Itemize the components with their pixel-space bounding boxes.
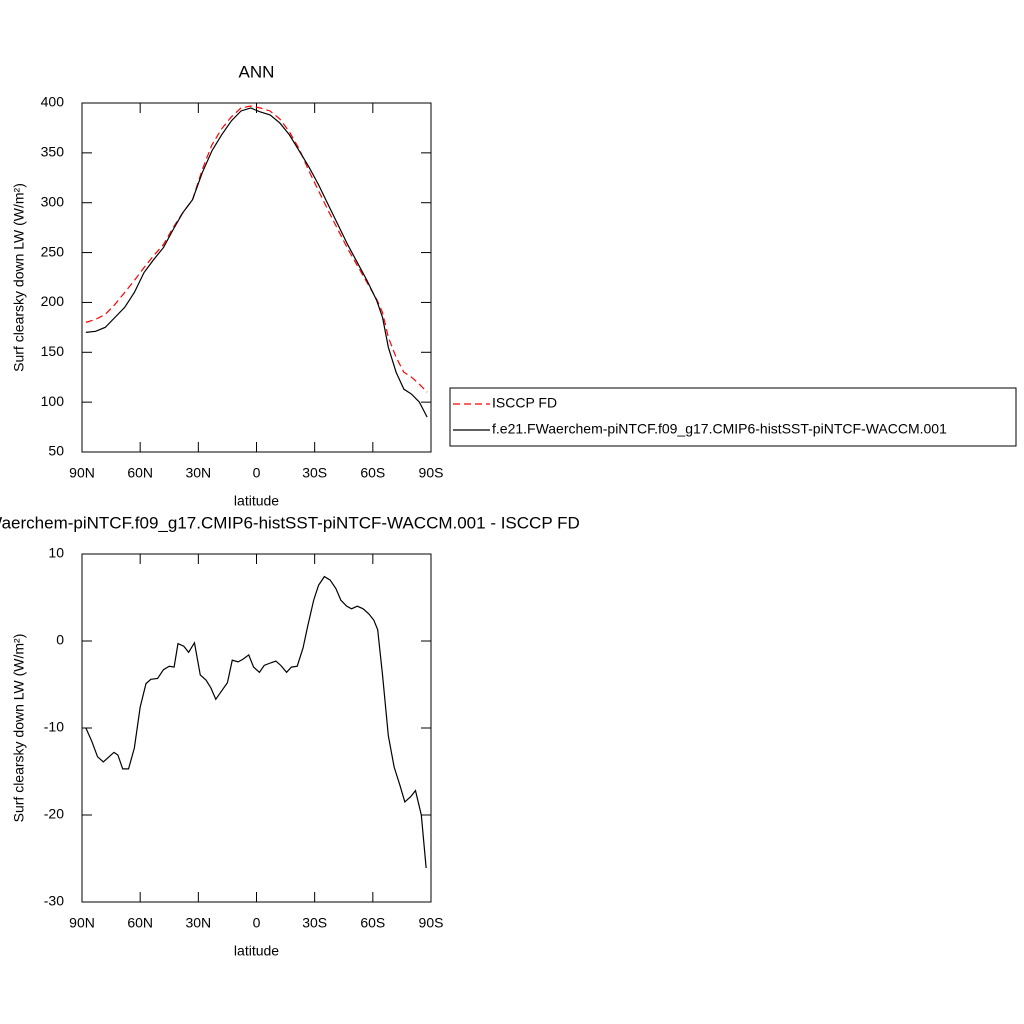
y-tick-label: -10 [44,719,64,735]
x-tick-label: 60N [127,915,153,931]
x-tick-label: 90N [69,915,95,931]
x-tick-label: 90S [419,915,444,931]
y-tick-label: 350 [41,144,65,160]
x-tick-label: 60N [127,465,153,481]
x-tick-label: 60S [360,465,385,481]
legend-label: ISCCP FD [492,395,557,411]
x-tick-label: 30S [302,915,327,931]
x-tick-label: 90S [419,465,444,481]
y-tick-label: 150 [41,343,65,359]
data-line [85,105,428,393]
y-tick-label: -30 [44,893,64,909]
legend-box [449,387,1017,447]
x-tick-label: 60S [360,915,385,931]
x-tick-label: 0 [253,465,261,481]
y-tick-label: 0 [56,632,64,648]
x-tick-label: 90N [69,465,95,481]
x-axis-label: latitude [234,943,279,959]
x-tick-label: 30S [302,465,327,481]
legend-label: f.e21.FWaerchem-piNTCF.f09_g17.CMIP6-his… [492,421,947,437]
y-tick-label: -20 [44,806,64,822]
x-tick-label: 30N [185,915,211,931]
y-tick-label: 50 [48,443,64,459]
y-tick-label: 10 [48,545,64,561]
y-tick-label: 100 [41,393,65,409]
y-tick-label: 200 [41,293,65,309]
y-tick-label: 400 [41,94,65,110]
x-tick-label: 0 [253,915,261,931]
chart-title: ANN [239,62,275,81]
data-line [85,575,427,869]
chart-title: f.e21.FWaerchem-piNTCF.f09_g17.CMIP6-his… [0,513,580,532]
x-axis-label: latitude [234,493,279,509]
x-tick-label: 30N [185,465,211,481]
data-line [85,107,428,418]
y-tick-label: 300 [41,193,65,209]
y-axis-label: Surf clearsky down LW (W/m²) [11,183,27,372]
y-tick-label: 250 [41,243,65,259]
y-axis-label: Surf clearsky down LW (W/m²) [11,634,27,823]
